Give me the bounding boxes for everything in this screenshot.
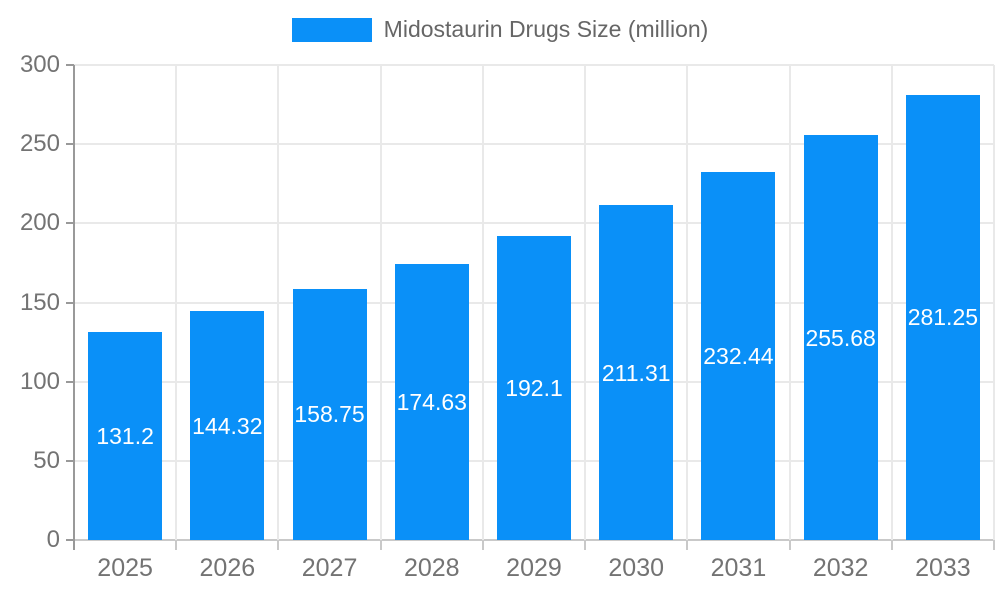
x-tick-mark	[993, 540, 995, 550]
x-tick-mark	[175, 540, 178, 550]
bar-2031[interactable]	[701, 171, 776, 540]
x-tick-label-2033: 2033	[915, 554, 971, 582]
y-tick-label-250: 250	[19, 130, 60, 158]
y-tick-label-50: 50	[33, 446, 60, 474]
y-axis-line	[73, 65, 75, 550]
bar-2027[interactable]	[292, 288, 367, 540]
y-tick-mark	[66, 222, 74, 225]
y-tick-label-100: 100	[19, 367, 60, 395]
chart-legend[interactable]: Midostaurin Drugs Size (million)	[0, 16, 1000, 43]
x-tick-mark	[788, 540, 791, 550]
y-tick-mark	[66, 143, 74, 146]
y-tick-label-200: 200	[19, 209, 60, 237]
bar-2032[interactable]	[803, 135, 878, 540]
legend-swatch-icon	[291, 17, 372, 42]
bar-2033[interactable]	[905, 94, 980, 540]
y-tick-mark	[66, 380, 74, 383]
x-axis-baseline	[74, 539, 994, 541]
vertical-gridline	[379, 65, 382, 540]
x-tick-label-2030: 2030	[608, 554, 665, 582]
x-tick-mark	[584, 540, 587, 550]
x-tick-mark	[379, 540, 382, 550]
y-tick-mark	[66, 64, 74, 66]
vertical-gridline	[890, 65, 893, 540]
y-tick-label-150: 150	[19, 288, 60, 316]
bar-2030[interactable]	[599, 205, 674, 540]
x-tick-label-2028: 2028	[403, 554, 460, 582]
x-tick-mark	[686, 540, 689, 550]
bar-2028[interactable]	[394, 263, 469, 540]
horizontal-gridline	[74, 64, 994, 66]
horizontal-gridline	[74, 222, 994, 225]
bar-2025[interactable]	[88, 332, 163, 540]
bar-2029[interactable]	[497, 235, 571, 540]
x-tick-label-2026: 2026	[199, 554, 256, 582]
vertical-gridline	[481, 65, 484, 540]
x-tick-mark	[890, 540, 893, 550]
x-tick-label-2032: 2032	[812, 554, 869, 582]
y-tick-mark	[66, 301, 74, 304]
vertical-gridline	[993, 65, 995, 540]
x-tick-mark	[481, 540, 484, 550]
x-tick-label-2027: 2027	[301, 554, 358, 582]
x-tick-label-2031: 2031	[710, 554, 767, 582]
x-tick-label-2029: 2029	[506, 554, 562, 582]
vertical-gridline	[788, 65, 791, 540]
vertical-gridline	[175, 65, 178, 540]
bar-2026[interactable]	[190, 311, 265, 540]
y-tick-mark	[66, 539, 74, 541]
horizontal-gridline	[74, 143, 994, 146]
x-tick-mark	[277, 540, 280, 550]
y-tick-label-0: 0	[46, 526, 60, 553]
y-tick-mark	[66, 459, 74, 462]
legend-label: Midostaurin Drugs Size (million)	[383, 16, 709, 42]
x-tick-label-2025: 2025	[97, 554, 153, 582]
y-tick-label-300: 300	[19, 51, 60, 78]
vertical-gridline	[277, 65, 280, 540]
vertical-gridline	[686, 65, 689, 540]
vertical-gridline	[584, 65, 587, 540]
